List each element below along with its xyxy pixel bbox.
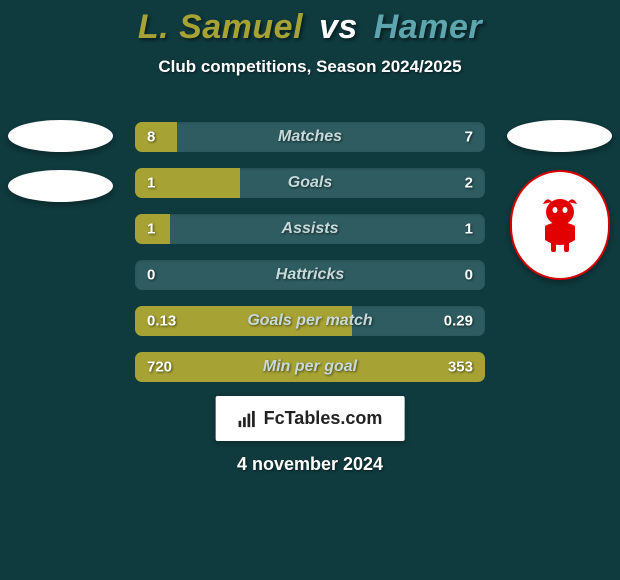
- subtitle: Club competitions, Season 2024/2025: [0, 57, 620, 77]
- avatar-right: [507, 120, 612, 280]
- stat-right-value: 353: [448, 359, 473, 376]
- content-wrapper: L. Samuel vs Hamer Club competitions, Se…: [0, 0, 620, 580]
- stat-right-value: 2: [465, 175, 473, 192]
- player1-club-placeholder: [8, 170, 113, 202]
- stat-label: Goals per match: [247, 312, 372, 330]
- stat-row: 1 2 Goals: [135, 168, 485, 198]
- footer-site-label: FcTables.com: [264, 408, 383, 429]
- title-vs: vs: [319, 8, 358, 46]
- stat-right-value: 7: [465, 129, 473, 146]
- footer-badge[interactable]: FcTables.com: [216, 396, 405, 441]
- stat-fill-left: [135, 122, 177, 152]
- title-player1: L. Samuel: [138, 8, 303, 46]
- bars-logo-icon: [238, 410, 256, 428]
- stat-label: Assists: [282, 220, 339, 238]
- avatar-left: [8, 120, 113, 202]
- stat-right-value: 0.29: [444, 313, 473, 330]
- stat-label: Matches: [278, 128, 342, 146]
- stat-label: Goals: [288, 174, 332, 192]
- imp-icon: [525, 190, 595, 260]
- stat-left-value: 1: [147, 175, 155, 192]
- stat-row: 1 1 Assists: [135, 214, 485, 244]
- stat-right-value: 0: [465, 267, 473, 284]
- player2-face-placeholder: [507, 120, 612, 152]
- title-player2: Hamer: [374, 8, 482, 46]
- stat-row: 8 7 Matches: [135, 122, 485, 152]
- stat-left-value: 8: [147, 129, 155, 146]
- stat-label: Hattricks: [276, 266, 344, 284]
- stat-bars: 8 7 Matches 1 2 Goals 1 1 Assists 0 0 Hattricks 0.13…: [135, 122, 485, 398]
- stat-left-value: 0.13: [147, 313, 176, 330]
- stat-left-value: 720: [147, 359, 172, 376]
- date: 4 november 2024: [237, 454, 383, 475]
- page-title: L. Samuel vs Hamer: [0, 8, 620, 47]
- stat-right-value: 1: [465, 221, 473, 238]
- stat-left-value: 0: [147, 267, 155, 284]
- stat-row: 0 0 Hattricks: [135, 260, 485, 290]
- stat-left-value: 1: [147, 221, 155, 238]
- stat-row: 0.13 0.29 Goals per match: [135, 306, 485, 336]
- stat-row: 720 353 Min per goal: [135, 352, 485, 382]
- player1-face-placeholder: [8, 120, 113, 152]
- stat-label: Min per goal: [263, 358, 357, 376]
- player2-club-badge: [510, 170, 610, 280]
